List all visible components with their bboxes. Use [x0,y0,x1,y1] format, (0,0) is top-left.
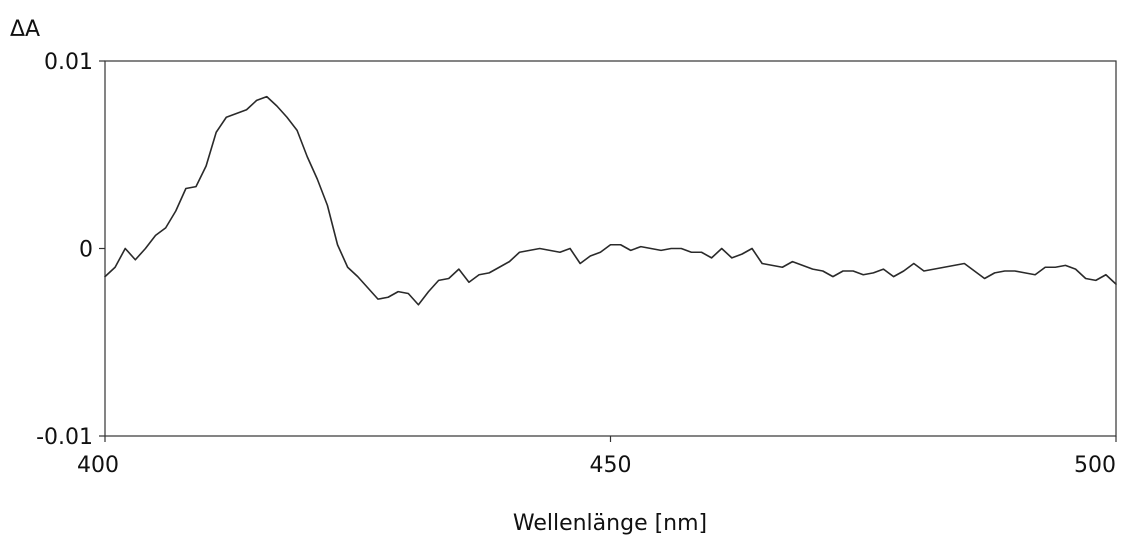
y-tick-label: -0.01 [36,425,93,450]
series-line [104,95,1117,306]
plot-frame [104,60,1117,437]
y-tick-label: 0.01 [44,50,93,75]
x-tick-label: 450 [590,453,632,478]
y-axis-ticks: 0.01 0 -0.01 [36,50,105,450]
x-axis-ticks: 400 450 500 [77,436,1117,478]
x-tick-label: 400 [77,453,119,478]
x-tick-label: 500 [1074,453,1116,478]
y-tick-label: 0 [79,238,93,263]
y-axis-label: ΔA [10,17,40,42]
x-axis-label: Wellenlänge [nm] [513,511,707,536]
